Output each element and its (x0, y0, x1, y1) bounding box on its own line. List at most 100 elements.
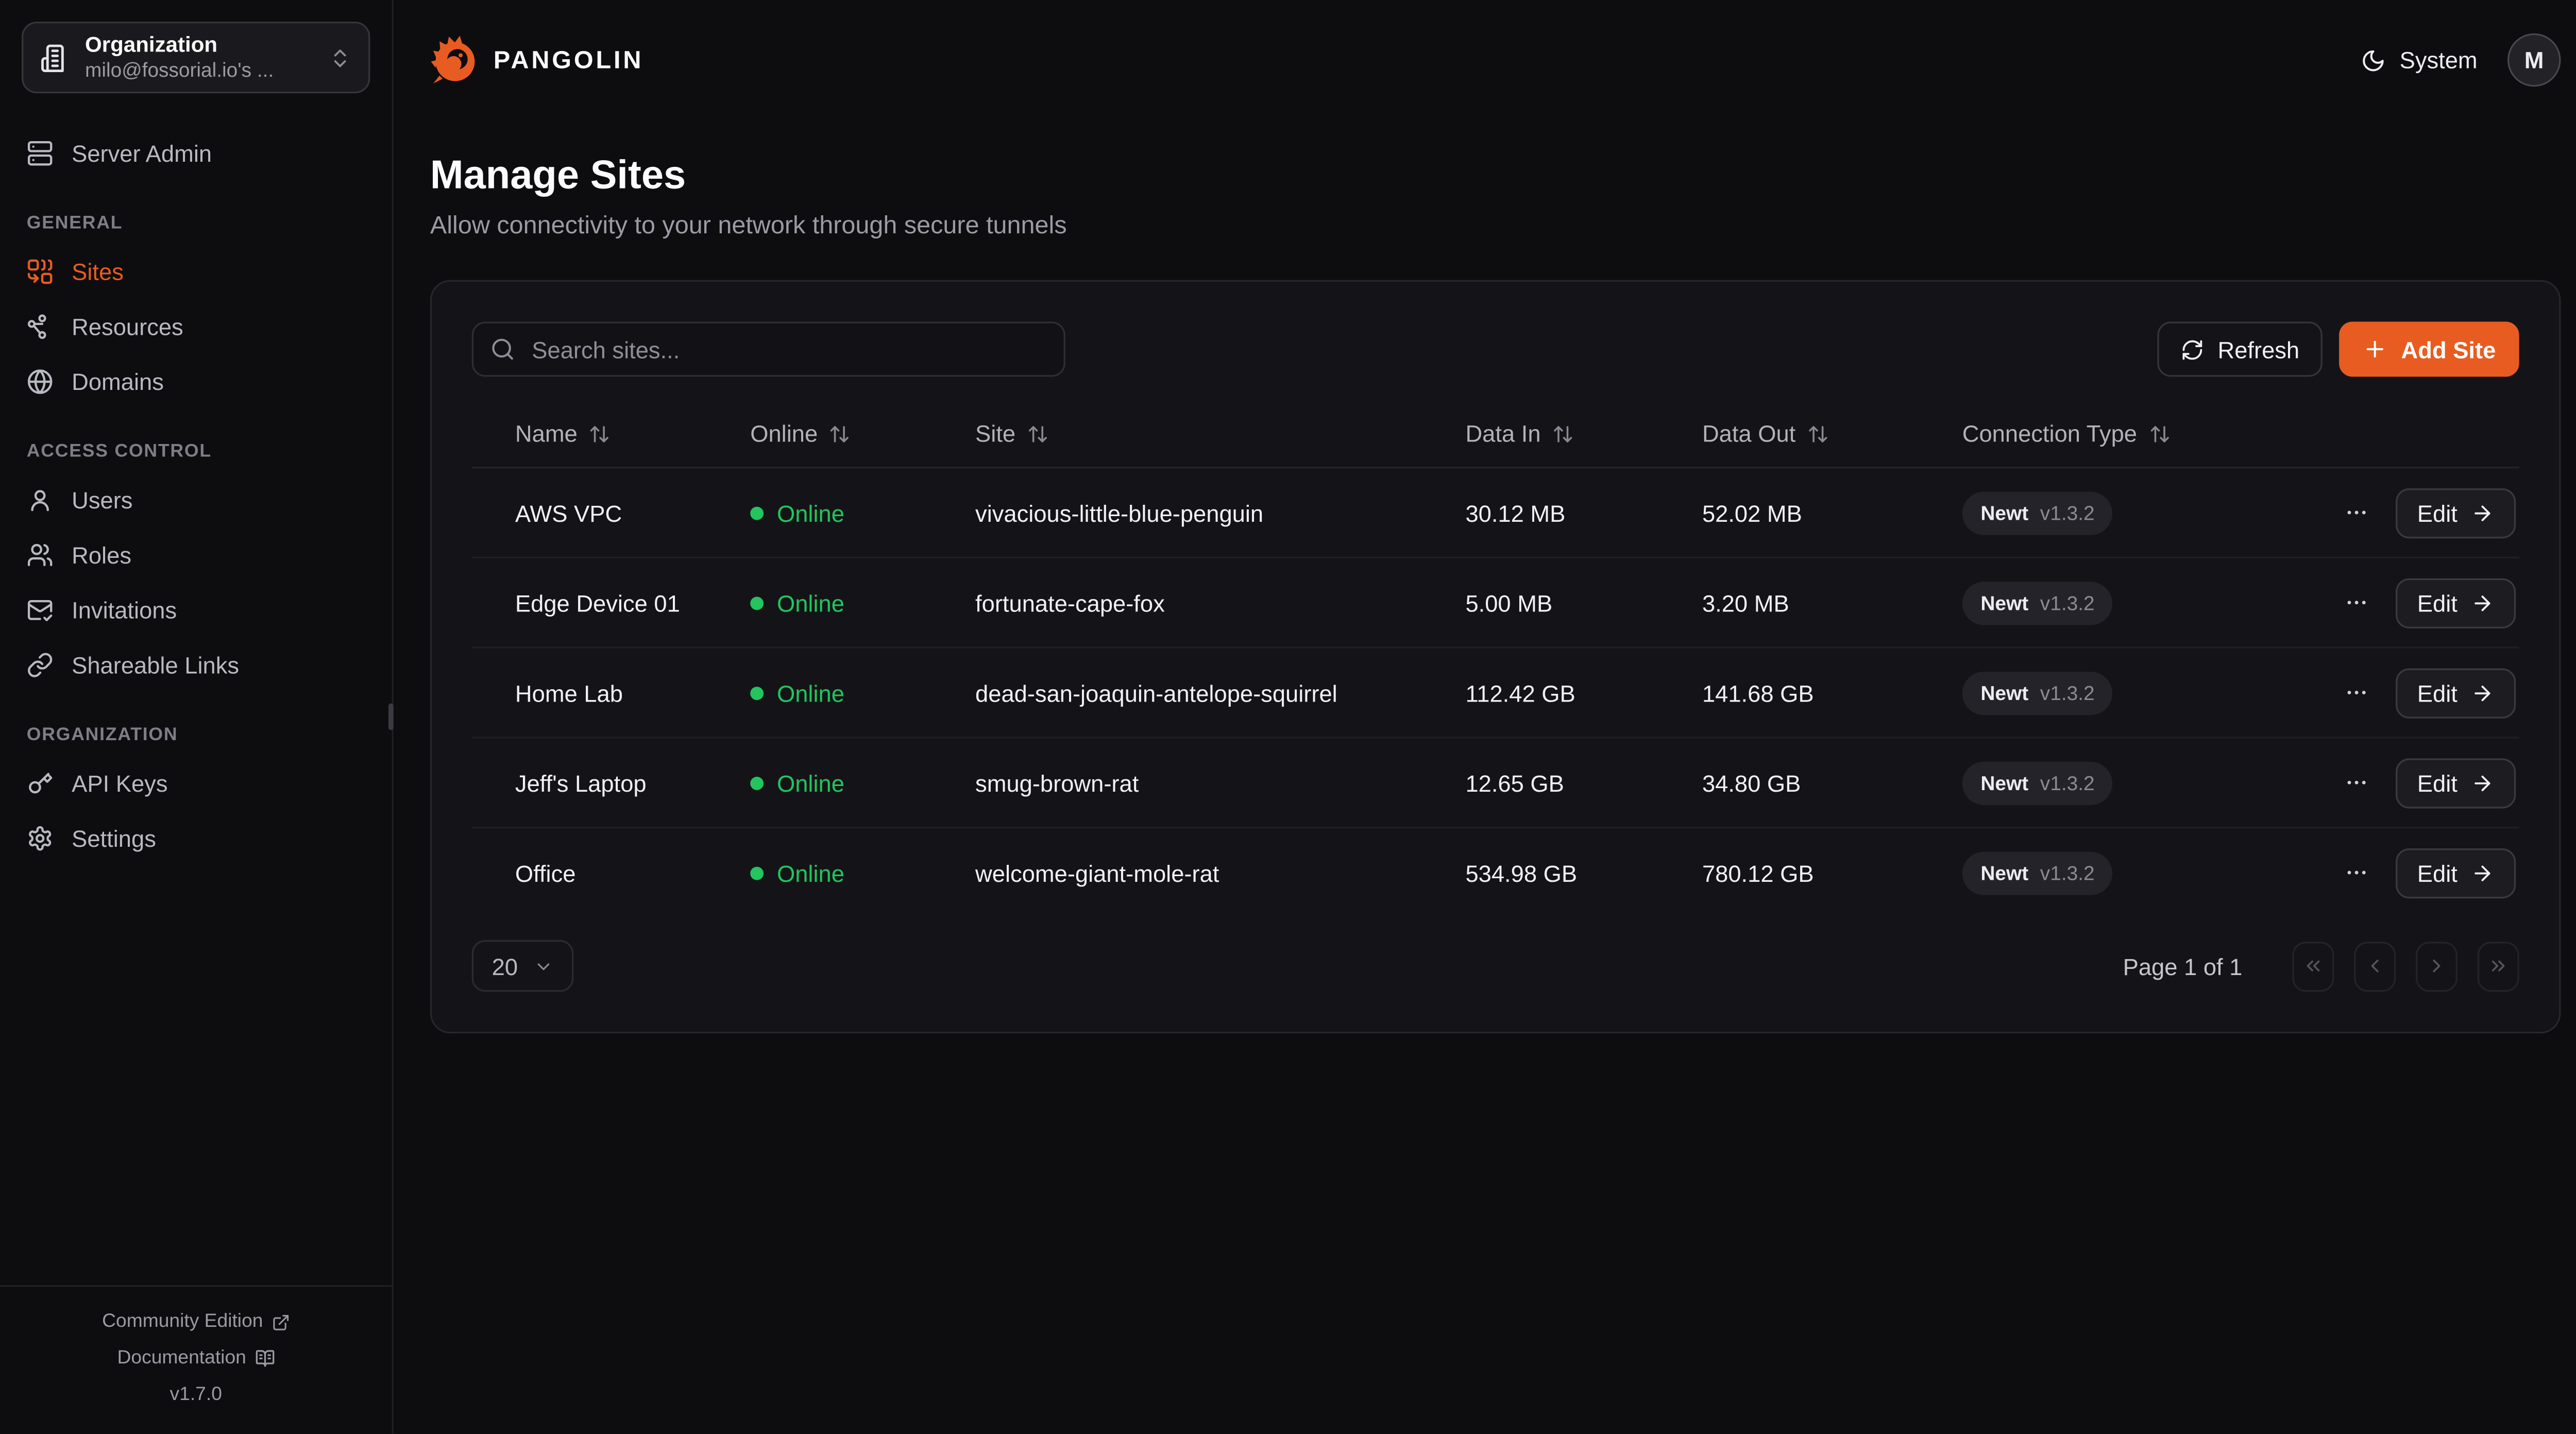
table-row: Jeff's Laptop Online smug-brown-rat 12.6… (471, 739, 2519, 829)
edit-label: Edit (2417, 769, 2458, 796)
last-page-button[interactable] (2477, 941, 2519, 991)
book-open-icon (255, 1350, 274, 1367)
chevron-left-icon (2371, 959, 2379, 972)
connection-type-label: Newt (1980, 501, 2029, 524)
name-cell: Office (515, 859, 576, 886)
connection-badge: Newt v1.3.2 (1962, 761, 2113, 805)
online-dot-icon (750, 776, 764, 790)
status-cell: Online (707, 859, 932, 886)
edit-label: Edit (2417, 589, 2458, 616)
documentation-label: Documentation (117, 1348, 246, 1369)
server-icon (27, 140, 53, 165)
ellipsis-icon (2347, 510, 2366, 515)
edit-button[interactable]: Edit (2395, 487, 2516, 538)
edit-button[interactable]: Edit (2395, 757, 2516, 808)
actions-cell: Edit (2323, 847, 2519, 898)
status-cell: Online (707, 769, 932, 796)
sidebar-item-shareable-links[interactable]: Shareable Links (22, 637, 370, 692)
sidebar-item-sites[interactable]: Sites (22, 243, 370, 298)
first-page-button[interactable] (2292, 941, 2334, 991)
actions-cell: Edit (2323, 577, 2519, 628)
connection-type-label: Newt (1980, 680, 2029, 705)
data-in-cell: 5.00 MB (1465, 589, 1553, 616)
sidebar-item-api-keys[interactable]: API Keys (22, 755, 370, 810)
ellipsis-icon (2347, 780, 2366, 784)
sidebar-item-domains[interactable]: Domains (22, 353, 370, 408)
chevrons-right-icon (2492, 960, 2505, 971)
community-edition-link[interactable]: Community Edition (13, 1304, 379, 1340)
organization-value: milo@fossorial.io's ... (85, 58, 274, 82)
connection-type-cell: Newt v1.3.2 (1919, 581, 2323, 624)
chevron-down-icon (537, 962, 549, 969)
column-header-online[interactable]: Online (707, 400, 932, 467)
refresh-icon (2183, 339, 2202, 359)
users-icon (31, 489, 49, 510)
edit-button[interactable]: Edit (2395, 668, 2516, 718)
column-header-connection-type[interactable]: Connection Type (1919, 400, 2323, 467)
connection-version-label: v1.3.2 (2040, 501, 2095, 524)
table-row: Home Lab Online dead-san-joaquin-antelop… (471, 648, 2519, 739)
resources-icon (27, 313, 46, 338)
pager-buttons (2292, 941, 2519, 991)
sidebar-resize-handle[interactable] (388, 703, 394, 730)
sidebar-item-resources[interactable]: Resources (22, 298, 370, 353)
previous-page-button[interactable] (2354, 941, 2396, 991)
sidebar-item-roles[interactable]: Roles (22, 527, 370, 582)
next-page-button[interactable] (2415, 941, 2458, 991)
actions-cell: Edit (2323, 757, 2519, 808)
page-size-select[interactable]: 20 (471, 940, 573, 992)
row-menu-button[interactable] (2337, 763, 2375, 801)
status-cell: Online (707, 499, 932, 526)
sidebar-item-server-admin[interactable]: Server Admin (22, 125, 370, 180)
sidebar-item-settings[interactable]: Settings (22, 810, 370, 865)
connection-type-cell: Newt v1.3.2 (1919, 850, 2323, 895)
avatar-initial: M (2524, 46, 2544, 74)
column-header-data-out[interactable]: Data Out (1659, 400, 1919, 467)
sites-toolbar: Refresh Add Site (471, 321, 2519, 377)
settings-icon (29, 825, 52, 850)
organization-selector[interactable]: Organization milo@fossorial.io's ... (22, 22, 370, 94)
edit-button[interactable]: Edit (2395, 847, 2516, 898)
column-header-data-in[interactable]: Data In (1422, 400, 1659, 467)
refresh-button[interactable]: Refresh (2157, 321, 2323, 377)
row-menu-button[interactable] (2337, 584, 2375, 622)
edit-label: Edit (2417, 859, 2458, 886)
moon-icon (2363, 49, 2384, 71)
add-site-button[interactable]: Add Site (2339, 321, 2519, 377)
theme-toggle[interactable]: System (2361, 47, 2478, 73)
edit-button[interactable]: Edit (2395, 577, 2516, 628)
online-dot-icon (750, 866, 764, 879)
column-header-name[interactable]: Name (472, 400, 707, 467)
invitations-icon (27, 599, 53, 621)
sites-table: Name Online Site Data In (471, 400, 2519, 917)
connection-version-label: v1.3.2 (2040, 680, 2095, 705)
brand[interactable]: PANGOLIN (430, 35, 643, 85)
avatar[interactable]: M (2507, 33, 2561, 87)
sidebar-item-invitations[interactable]: Invitations (22, 582, 370, 637)
row-menu-button[interactable] (2337, 853, 2375, 892)
data-out-cell: 141.68 GB (1702, 679, 1814, 706)
pagination-right: Page 1 of 1 (2123, 941, 2519, 991)
table-row: AWS VPC Online vivacious-little-blue-pen… (471, 468, 2519, 559)
documentation-link[interactable]: Documentation (13, 1340, 379, 1377)
toolbar-buttons: Refresh Add Site (2157, 321, 2519, 377)
sort-icon (590, 425, 609, 442)
pagination: 20 Page 1 of 1 (471, 940, 2519, 992)
row-menu-button[interactable] (2337, 493, 2375, 532)
connection-version-label: v1.3.2 (2040, 771, 2095, 794)
row-menu-button[interactable] (2337, 673, 2375, 711)
connection-badge: Newt v1.3.2 (1962, 850, 2113, 895)
column-header-site[interactable]: Site (932, 400, 1422, 467)
sort-icon (1809, 425, 1827, 442)
connection-type-label: Newt (1980, 591, 2029, 614)
domains-icon (27, 368, 53, 394)
page-subtitle: Allow connectivity to your network throu… (430, 211, 1067, 240)
sidebar-item-label: Sites (72, 257, 124, 284)
sidebar-item-users[interactable]: Users (22, 472, 370, 527)
status-cell: Online (707, 679, 932, 706)
data-in-cell: 112.42 GB (1465, 679, 1575, 706)
search-input[interactable] (528, 334, 1047, 365)
sidebar-item-label: Invitations (72, 595, 177, 623)
edit-label: Edit (2417, 499, 2458, 526)
sites-card: Refresh Add Site Name (430, 280, 2561, 1034)
